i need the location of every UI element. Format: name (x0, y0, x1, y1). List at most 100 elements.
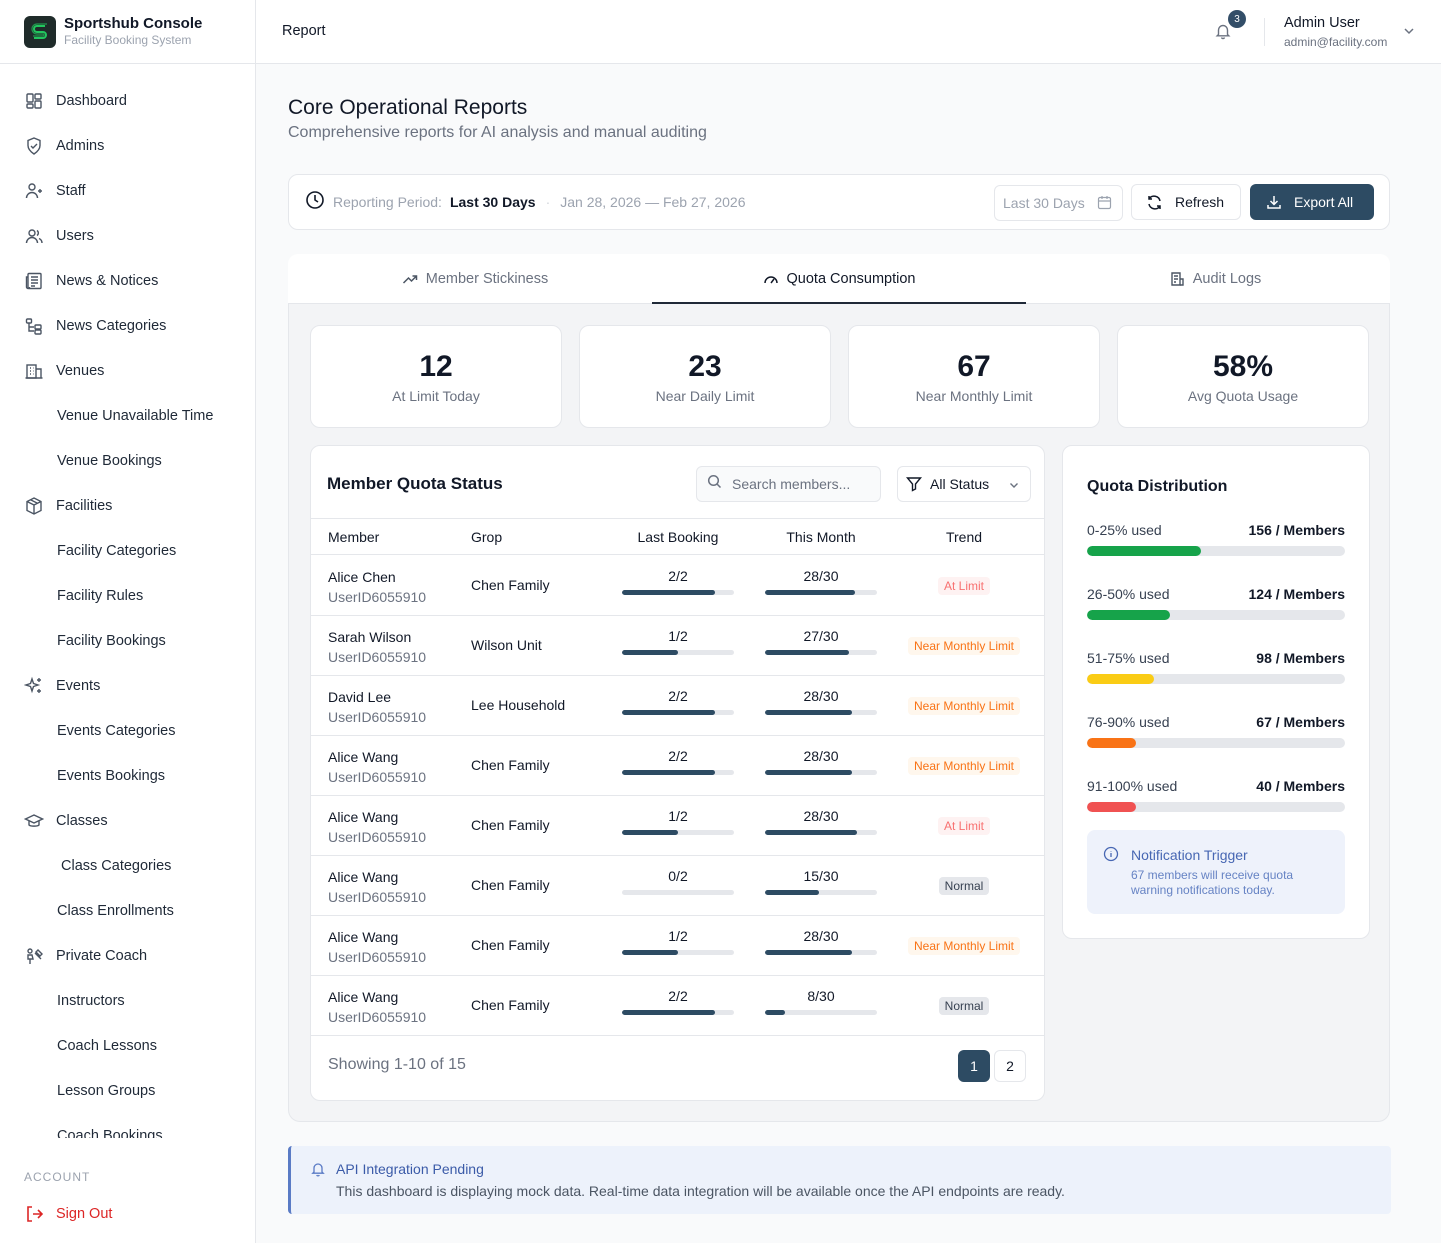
sidebar-item-events-categories[interactable]: Events Categories (0, 708, 255, 753)
sidebar-item-coach-bookings[interactable]: Coach Bookings (0, 1113, 255, 1139)
distribution-range-label: 51-75% used (1087, 650, 1170, 666)
sidebar-item-class-enrollments[interactable]: Class Enrollments (0, 888, 255, 933)
progress-fill (1087, 674, 1155, 684)
user-name[interactable]: Admin User (1284, 15, 1360, 31)
table-row[interactable]: Alice Wang UserID6055910 Chen Family 0/2 15/… (311, 856, 1044, 916)
member-group: Chen Family (471, 817, 550, 833)
sidebar-item-label: Venue Unavailable Time (57, 407, 214, 424)
sidebar-item-label: Lesson Groups (57, 1082, 156, 1099)
page-1-button[interactable]: 1 (958, 1050, 990, 1082)
sidebar-item-venue-unavailable-time[interactable]: Venue Unavailable Time (0, 393, 255, 438)
column-header-member: Member (328, 529, 380, 545)
trend-cell: Near Monthly Limit (903, 937, 1025, 955)
this-month-value: 28/30 (803, 808, 839, 824)
sidebar-item-classes[interactable]: Classes (0, 798, 255, 843)
reporting-period-bar: Reporting Period: Last 30 Days · Jan 28,… (288, 174, 1390, 230)
table-row[interactable]: Alice Chen UserID6055910 Chen Family 2/2 28/… (311, 556, 1044, 616)
export-all-button[interactable]: Export All (1250, 184, 1374, 220)
member-search[interactable] (696, 466, 881, 502)
sign-out-label: Sign Out (56, 1206, 113, 1222)
sidebar-item-dashboard[interactable]: Dashboard (0, 78, 255, 123)
sidebar-item-label: Staff (56, 182, 86, 199)
sidebar-item-admins[interactable]: Admins (0, 123, 255, 168)
stat-card-near-daily: 23 Near Daily Limit (579, 325, 831, 428)
tab-label: Member Stickiness (425, 271, 549, 287)
sidebar-item-instructors[interactable]: Instructors (0, 978, 255, 1023)
sidebar-item-users[interactable]: Users (0, 213, 255, 258)
date-range-picker[interactable]: Last 30 Days (994, 185, 1123, 221)
stat-label: Avg Quota Usage (1187, 388, 1299, 404)
notification-count-badge: 3 (1228, 10, 1246, 28)
last-booking-progress-bar (622, 890, 734, 895)
chevron-down-icon[interactable] (1402, 24, 1416, 43)
status-filter-value: All Status (930, 476, 990, 492)
member-group: Chen Family (471, 577, 550, 593)
tab-label: Audit Logs (1192, 271, 1262, 287)
sidebar-item-news-categories[interactable]: News Categories (0, 303, 255, 348)
sidebar-item-staff[interactable]: Staff (0, 168, 255, 213)
sidebar-item-facilities[interactable]: Facilities (0, 483, 255, 528)
sidebar-item-label: Facility Rules (57, 587, 144, 604)
member-group: Lee Household (471, 697, 566, 713)
last-booking-value: 1/2 (668, 628, 688, 644)
tab-audit-logs[interactable]: Audit Logs (1028, 254, 1402, 304)
progress-fill (1087, 546, 1201, 556)
page-2-button[interactable]: 2 (994, 1050, 1026, 1082)
this-month-value: 28/30 (803, 748, 839, 764)
sign-out-button[interactable]: Sign Out (24, 1204, 112, 1224)
sidebar-item-facility-rules[interactable]: Facility Rules (0, 573, 255, 618)
page-heading: Core Operational Reports Comprehensive r… (288, 94, 1390, 154)
sidebar-item-venue-bookings[interactable]: Venue Bookings (0, 438, 255, 483)
sidebar-item-facility-categories[interactable]: Facility Categories (0, 528, 255, 573)
sidebar-item-lesson-groups[interactable]: Lesson Groups (0, 1068, 255, 1113)
notification-trigger-text: 67 members will receive quota warning no… (1131, 868, 1294, 897)
status-filter-select[interactable]: All Status (897, 466, 1031, 502)
member-name: Alice Wang (328, 809, 399, 825)
tab-member-stickiness[interactable]: Member Stickiness (288, 254, 662, 304)
table-row[interactable]: Alice Wang UserID6055910 Chen Family 1/2 28/… (311, 796, 1044, 856)
users-icon (24, 226, 44, 246)
last-booking-cell: 2/2 (622, 987, 734, 1015)
distribution-member-count: 156 / Members (1248, 522, 1346, 538)
brand[interactable]: Sportshub Console Facility Booking Syste… (0, 0, 255, 64)
header-title: Report (282, 23, 326, 39)
tab-quota-consumption[interactable]: Quota Consumption (652, 254, 1026, 305)
sportshub-logo-icon (24, 15, 56, 48)
status-badge: Near Monthly Limit (907, 937, 1021, 955)
trend-cell: Normal (903, 997, 1025, 1015)
info-icon (1103, 846, 1119, 862)
column-header-last-booking: Last Booking (637, 529, 719, 545)
member-id: UserID6055910 (328, 589, 427, 605)
sidebar-item-events-bookings[interactable]: Events Bookings (0, 753, 255, 798)
gauge-icon (763, 271, 779, 287)
trend-cell: At Limit (903, 577, 1025, 595)
sidebar-item-news-and-notices[interactable]: News & Notices (0, 258, 255, 303)
refresh-button[interactable]: Refresh (1131, 184, 1241, 220)
sidebar-item-private-coach[interactable]: Private Coach (0, 933, 255, 978)
status-badge: Near Monthly Limit (907, 757, 1021, 775)
table-row[interactable]: Alice Wang UserID6055910 Chen Family 1/2 28/… (311, 916, 1044, 976)
member-group: Chen Family (471, 877, 550, 893)
last-booking-value: 1/2 (668, 808, 688, 824)
table-row[interactable]: Alice Wang UserID6055910 Chen Family 2/2 8/3… (311, 976, 1044, 1036)
last-booking-cell: 1/2 (622, 927, 734, 955)
sidebar-item-label: Events (56, 677, 101, 694)
date-range-placeholder: Last 30 Days (1003, 195, 1085, 211)
table-row[interactable]: David Lee UserID6055910 Lee Household 2/2 28… (311, 676, 1044, 736)
sidebar-item-coach-lessons[interactable]: Coach Lessons (0, 1023, 255, 1068)
member-group: Chen Family (471, 937, 550, 953)
sidebar-item-label: Events Bookings (57, 767, 166, 784)
last-booking-progress-bar (622, 710, 734, 715)
sidebar-item-venues[interactable]: Venues (0, 348, 255, 393)
table-row[interactable]: Sarah Wilson UserID6055910 Wilson Unit 1/2 2… (311, 616, 1044, 676)
sidebar-item-facility-bookings[interactable]: Facility Bookings (0, 618, 255, 663)
table-row[interactable]: Alice Wang UserID6055910 Chen Family 2/2 28/… (311, 736, 1044, 796)
member-id: UserID6055910 (328, 949, 427, 965)
sidebar-item-class-categories[interactable]: Class Categories (0, 843, 255, 888)
status-badge: Near Monthly Limit (907, 637, 1021, 655)
sidebar-item-events[interactable]: Events (0, 663, 255, 708)
search-input[interactable] (732, 476, 872, 492)
page-title: Core Operational Reports (288, 96, 528, 119)
bell-icon[interactable] (1214, 22, 1232, 45)
sidebar-item-label: Events Categories (57, 722, 176, 739)
